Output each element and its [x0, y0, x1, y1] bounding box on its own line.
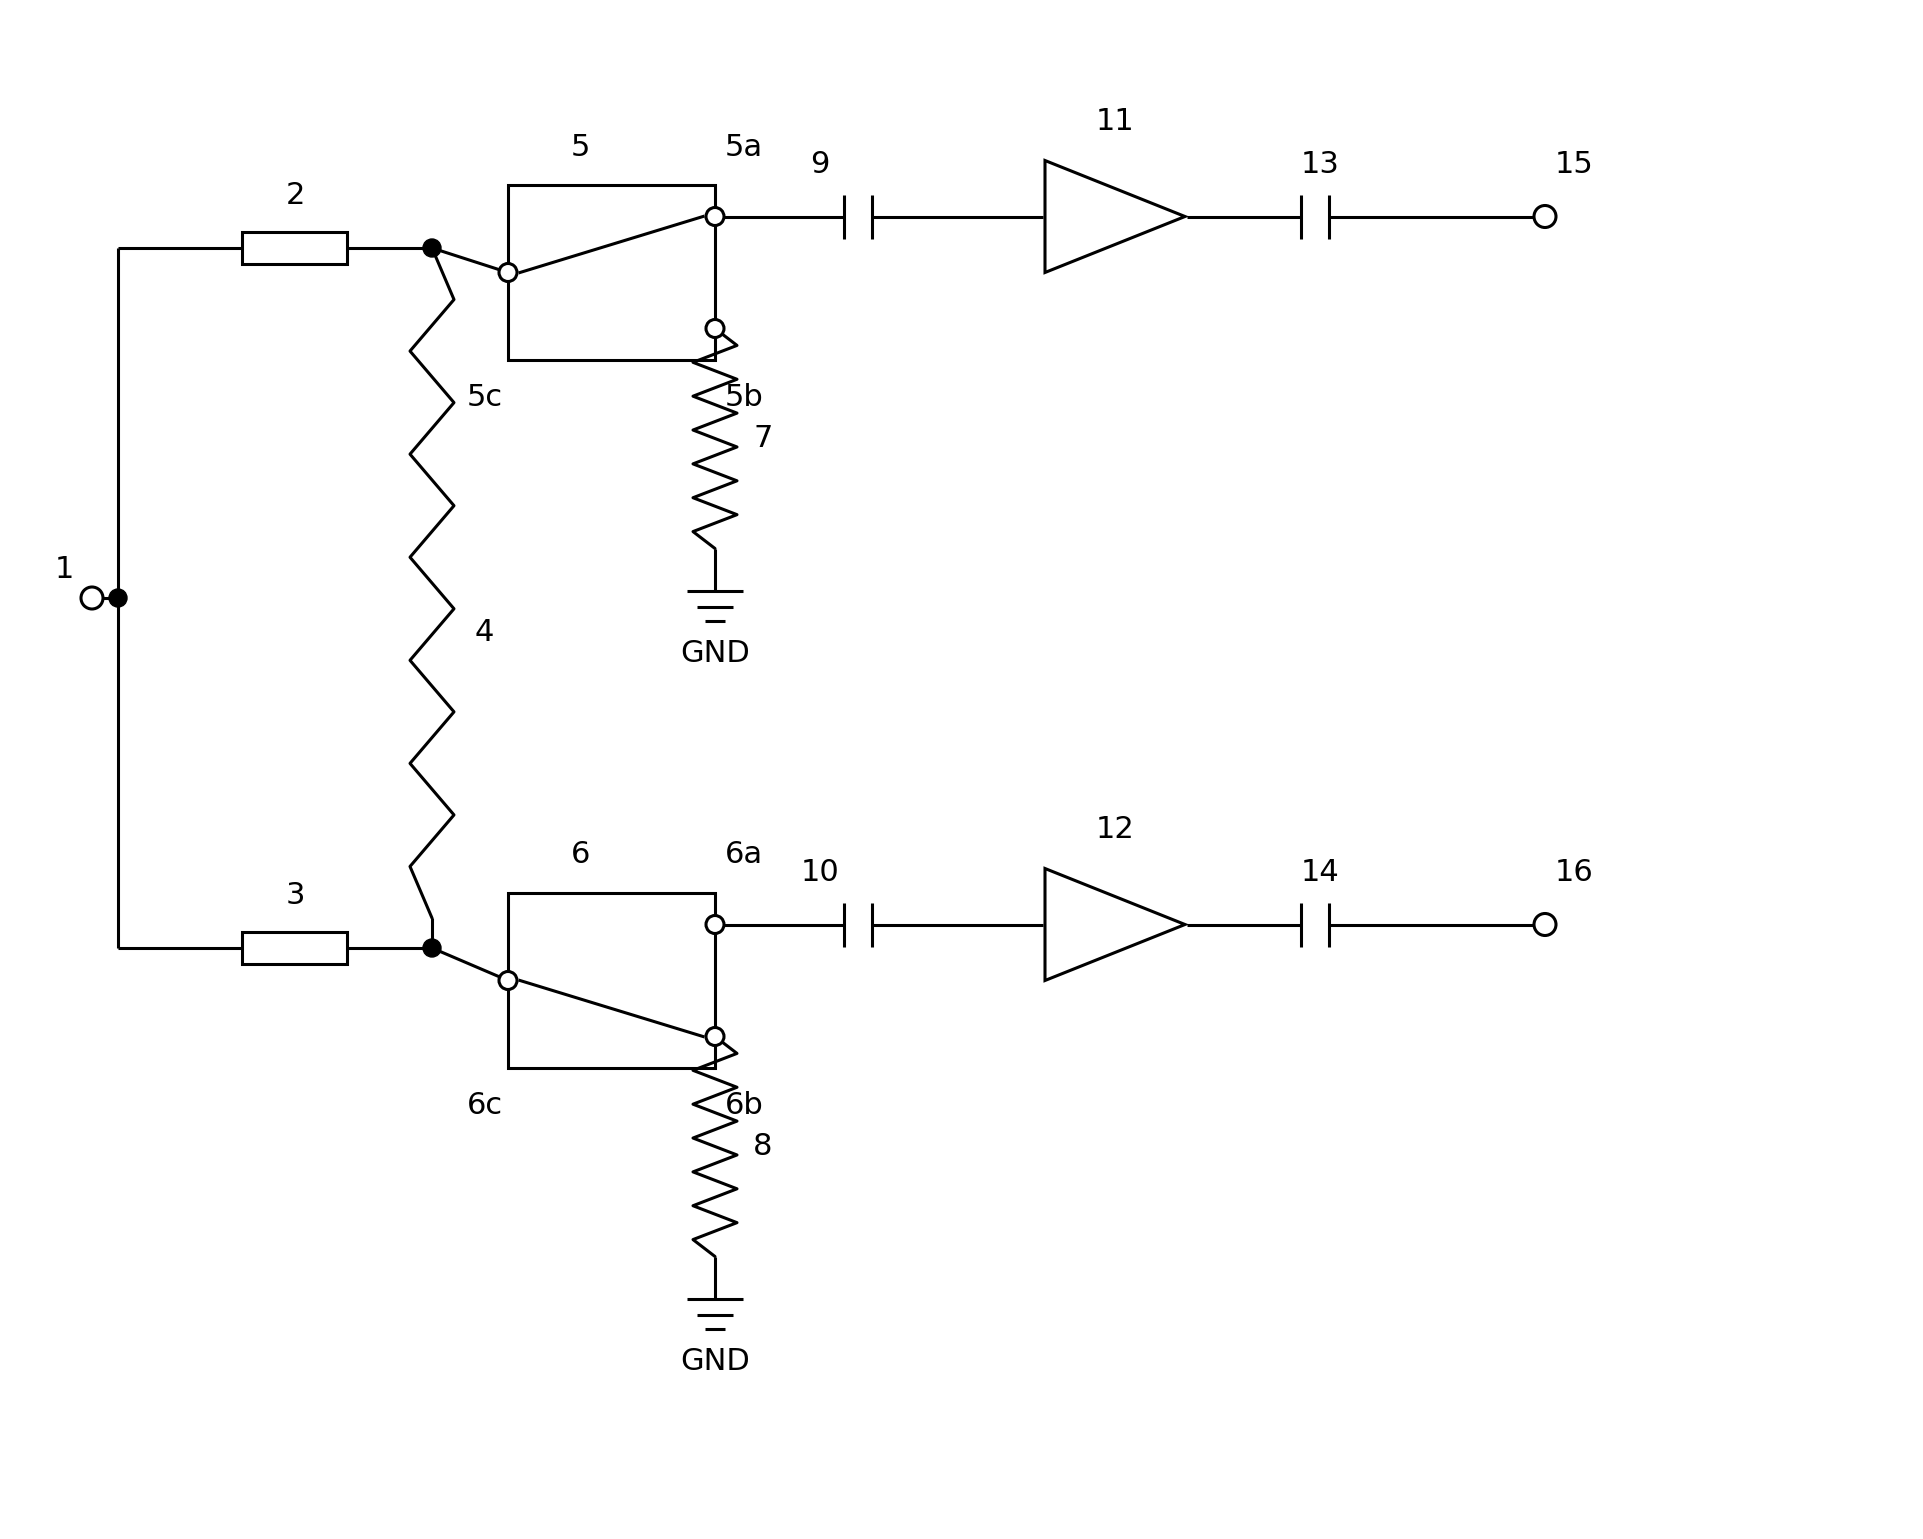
Text: 7: 7 [754, 425, 773, 452]
Circle shape [423, 239, 440, 257]
Text: 14: 14 [1300, 859, 1338, 886]
Circle shape [706, 916, 723, 934]
Text: 8: 8 [754, 1133, 773, 1160]
Text: 5a: 5a [725, 132, 763, 162]
Text: 15: 15 [1554, 149, 1592, 179]
Text: 3: 3 [285, 882, 304, 911]
Text: 5c: 5c [467, 383, 502, 412]
Text: 5: 5 [571, 132, 590, 162]
Polygon shape [1044, 868, 1185, 980]
Text: 10: 10 [800, 859, 838, 886]
Text: 6c: 6c [467, 1091, 502, 1120]
Circle shape [81, 586, 104, 609]
Text: GND: GND [679, 1347, 750, 1376]
Bar [242, 232, 348, 265]
Text: 2: 2 [285, 182, 304, 211]
Circle shape [706, 320, 723, 337]
Text: 12: 12 [1094, 816, 1135, 843]
Circle shape [423, 939, 440, 957]
Bar [508, 893, 715, 1068]
Circle shape [706, 1028, 723, 1045]
Text: 6b: 6b [725, 1091, 763, 1120]
Circle shape [1533, 206, 1556, 228]
Bar [242, 933, 348, 963]
Text: 4: 4 [475, 619, 494, 648]
Circle shape [706, 208, 723, 226]
Circle shape [110, 589, 127, 606]
Bar [508, 185, 715, 360]
Text: 11: 11 [1094, 108, 1135, 135]
Circle shape [498, 263, 517, 282]
Text: 6a: 6a [725, 840, 763, 870]
Text: 6: 6 [571, 840, 590, 870]
Circle shape [498, 971, 517, 990]
Text: 9: 9 [810, 149, 829, 179]
Polygon shape [1044, 160, 1185, 272]
Circle shape [1533, 914, 1556, 936]
Text: 13: 13 [1300, 149, 1338, 179]
Text: GND: GND [679, 639, 750, 668]
Text: 16: 16 [1554, 859, 1592, 886]
Text: 5b: 5b [725, 383, 763, 412]
Text: 1: 1 [54, 556, 73, 585]
